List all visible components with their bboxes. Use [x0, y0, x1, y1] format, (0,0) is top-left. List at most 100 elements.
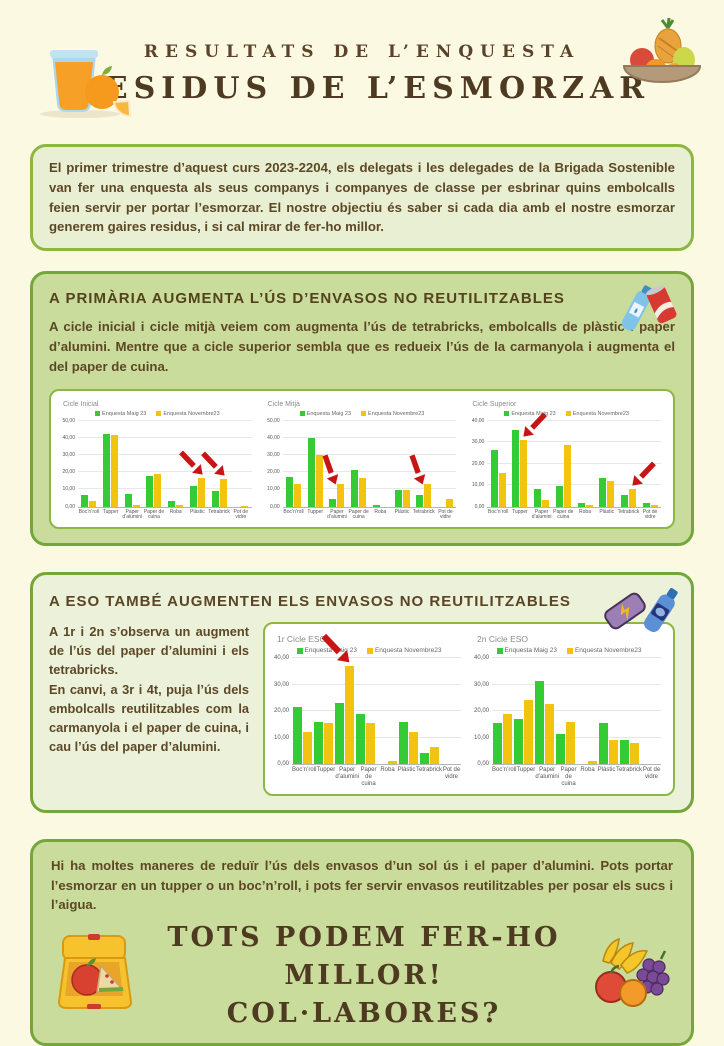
legend-swatch-icon	[565, 411, 571, 417]
chart-bar	[154, 473, 162, 507]
chart-bar	[577, 503, 585, 507]
x-axis-label: Tupper	[516, 767, 536, 774]
y-axis-label: 10,00	[471, 482, 485, 489]
x-axis-label: Pot de vidre	[642, 767, 661, 780]
y-axis-label: 40,00	[471, 417, 485, 424]
eso-text-1: A 1r i 2n s’observa un augment de l’ús d…	[49, 624, 249, 678]
x-axis-label: Paper de cuina	[348, 508, 369, 521]
bar-group	[413, 484, 435, 507]
eso-text-column: A 1r i 2n s’observa un augment de l’ús d…	[49, 622, 249, 756]
bar-group	[100, 434, 122, 507]
chart-bar	[628, 489, 636, 507]
bar-group	[208, 479, 230, 507]
chart-bar	[398, 721, 408, 765]
primaria-title: A PRIMÀRIA AUGMENTA L’ÚS D’ENVASOS NO RE…	[49, 290, 565, 308]
page-title: RESIDUS DE L’ESMORZAR	[73, 71, 651, 106]
legend-swatch-icon	[496, 647, 503, 654]
bar-group	[283, 477, 305, 507]
bar-group	[313, 721, 334, 765]
x-axis-label: Paper de cuina	[360, 767, 377, 787]
chart-bar	[359, 478, 367, 507]
y-axis-label: 0,00	[277, 761, 289, 768]
y-axis-label: 20,00	[273, 708, 289, 715]
intro-box: El primer trimestre d’aquest curs 2023-2…	[30, 144, 694, 252]
chart-bar	[168, 500, 176, 507]
primaria-text: A cicle inicial i cicle mitjà veiem com …	[49, 319, 675, 374]
bar-group	[492, 713, 513, 765]
chart-bar	[81, 495, 89, 507]
chart-plot: 0,00 10,00 20,00 30,00 40,00	[274, 633, 461, 767]
bar-group	[292, 707, 313, 765]
bar-group	[143, 473, 165, 507]
chart-bar	[315, 454, 323, 507]
chart-bar	[335, 703, 345, 765]
y-axis-label: 20,00	[471, 460, 485, 467]
chart-bar	[512, 430, 520, 507]
chart-title: Cicle Mitjà	[267, 400, 300, 408]
chart-bar	[314, 721, 324, 765]
x-axis-label: Paper d’alumini	[535, 767, 560, 780]
chart-bar	[607, 480, 615, 507]
chart-bar	[619, 740, 629, 765]
chart-bar	[176, 504, 184, 507]
y-axis-label: 10,00	[62, 486, 75, 493]
chart-bar	[429, 746, 439, 765]
chart-bar	[524, 700, 534, 765]
legend-item: Enquesta Novembre23	[366, 647, 441, 654]
chart-bar	[146, 475, 154, 507]
x-axis-label: Tetrabrick	[617, 508, 640, 515]
primaria-section: A PRIMÀRIA AUGMENTA L’ÚS D’ENVASOS NO RE…	[30, 271, 694, 547]
fruit-bowl-icon	[620, 17, 704, 101]
increase-arrow-icon	[399, 451, 435, 487]
chart-bar	[650, 505, 658, 507]
legend-item: Enquesta Maig 23	[296, 647, 357, 654]
chart-bar	[197, 478, 205, 507]
x-axis-label: Tupper	[307, 508, 324, 515]
y-axis-label: 50,00	[267, 417, 280, 424]
chart-bar	[587, 761, 597, 765]
legend-swatch-icon	[299, 411, 305, 417]
cta-line-1: TOTS PODEM FER-HO MILLOR!	[167, 922, 561, 991]
x-axis-label: Paper d’alumini	[327, 508, 347, 521]
legend-item: Enquesta Novembre23	[565, 411, 629, 417]
chart-bar	[211, 491, 219, 507]
y-axis-label: 10,00	[473, 734, 489, 741]
chart-title: Cicle Superior	[472, 400, 517, 408]
chart-bar	[89, 501, 97, 507]
chart-bar	[356, 713, 366, 765]
x-axis-label: Paper de cuina	[560, 767, 577, 787]
bar-group	[419, 746, 440, 765]
x-axis-label: Tetrabrick	[208, 508, 230, 515]
bar-group	[230, 505, 252, 507]
chart-bar	[345, 665, 355, 765]
y-axis-label: 40,00	[267, 434, 280, 441]
bar-group	[534, 680, 555, 765]
chart-plot: 0,00 10,00 20,00 30,00 40,00	[474, 655, 661, 767]
chart-bar	[293, 707, 303, 765]
conclusion-text: Hi ha moltes maneres de reduïr l’ús dels…	[51, 857, 673, 913]
chart-bar	[337, 484, 345, 507]
intro-text: El primer trimestre d’aquest curs 2023-2…	[49, 160, 675, 235]
chart-legend: Enquesta Maig 23 Enquesta Novembre23	[273, 647, 465, 654]
y-axis-label: 20,00	[473, 708, 489, 715]
increase-arrow-icon	[312, 451, 348, 487]
bar-group	[78, 495, 100, 507]
increase-arrow-icon	[631, 460, 658, 487]
bar-group	[334, 665, 355, 765]
chart-bar	[585, 505, 593, 507]
chart-bar	[402, 490, 410, 507]
cta-text: TOTS PODEM FER-HO MILLOR! COL·LABORES?	[139, 919, 589, 1032]
legend-item: Enquesta Maig 23	[95, 411, 146, 417]
x-axis-label: Boc’n’roll	[488, 508, 509, 515]
x-axis-label: Pot de vidre	[438, 508, 453, 521]
chart-bar	[419, 753, 429, 765]
y-axis-label: 0,00	[477, 761, 489, 768]
chart-bar	[535, 680, 545, 765]
chart-bar	[351, 469, 359, 507]
chart-legend: Enquesta Maig 23 Enquesta Novembre23	[468, 411, 665, 417]
increase-arrow-icon	[177, 449, 204, 476]
y-axis-label: 0,00	[269, 503, 280, 510]
y-axis-label: 30,00	[471, 439, 485, 446]
bar-group	[596, 477, 618, 507]
